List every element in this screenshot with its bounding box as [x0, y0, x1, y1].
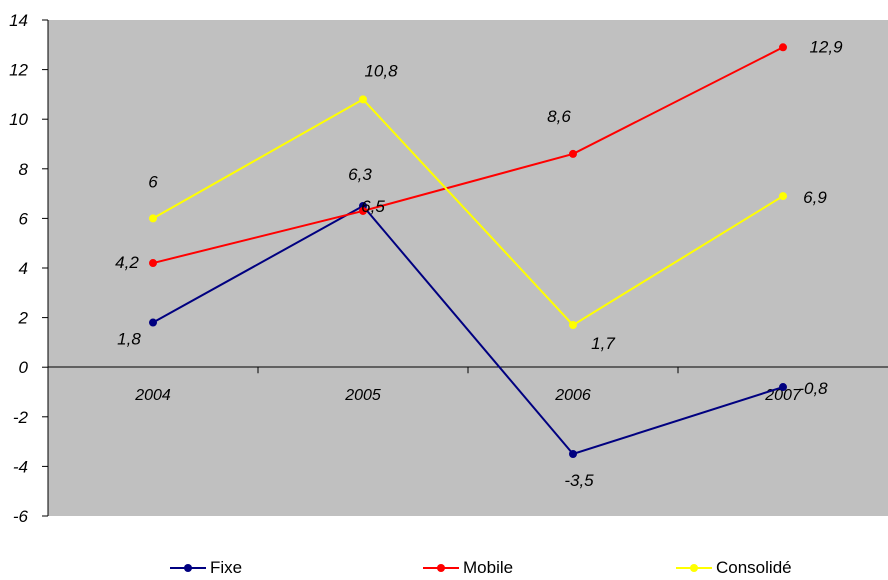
- y-tick-label: -2: [13, 408, 29, 427]
- data-label-consolide: 6,9: [803, 188, 827, 207]
- x-tick-label: 2005: [344, 387, 381, 404]
- legend-item-consolide: Consolidé: [676, 558, 792, 578]
- series-line-mobile: [152, 46, 784, 265]
- data-label-consolide: 1,7: [591, 334, 615, 353]
- data-point-fixe: [569, 450, 577, 458]
- data-label-mobile: 6,3: [348, 165, 372, 184]
- data-label-fixe: 1,8: [117, 330, 141, 349]
- legend-label-mobile: Mobile: [463, 558, 514, 577]
- y-tick-label: 12: [9, 61, 28, 80]
- x-tick-label: 2006: [554, 387, 591, 404]
- y-tick-label: 4: [19, 259, 28, 278]
- y-tick-label: -4: [13, 457, 28, 476]
- y-tick-label: 6: [19, 209, 29, 228]
- legend-swatch-mobile-icon: [423, 561, 459, 575]
- series-lines: [152, 46, 784, 456]
- data-label-fixe: -0,8: [798, 379, 828, 398]
- y-tick-label: -6: [13, 507, 29, 526]
- data-point-mobile: [779, 43, 787, 52]
- y-ticks: 14 12 10 8 6 4 2 0 -2 -4 -6: [9, 11, 48, 526]
- y-tick-label: 8: [19, 160, 29, 179]
- data-labels: 1,8 6,5 -3,5 -0,8 4,2 6,3 8,6 12,9 6 10,8 1,7 6,9: [115, 37, 843, 490]
- plot-area: [48, 20, 888, 516]
- legend-marker: [690, 564, 698, 572]
- x-tick-label: 2004: [134, 387, 171, 404]
- data-point-fixe: [779, 383, 787, 392]
- data-label-mobile: 8,6: [547, 107, 571, 126]
- series-points: [149, 43, 787, 458]
- data-label-consolide: 6: [148, 172, 158, 191]
- y-tick-label: 0: [19, 358, 29, 377]
- legend-label-consolide: Consolidé: [716, 558, 792, 577]
- data-point-consolide: [569, 321, 577, 330]
- data-point-fixe: [149, 318, 157, 327]
- y-tick-label: 2: [18, 309, 29, 328]
- legend-label-fixe: Fixe: [210, 558, 243, 577]
- series-line-consolide: [152, 98, 784, 327]
- series-line-fixe: [152, 204, 784, 456]
- data-point-mobile: [149, 259, 157, 268]
- data-point-consolide: [779, 192, 787, 201]
- data-label-fixe: -3,5: [564, 471, 594, 490]
- y-tick-label: 10: [9, 110, 28, 129]
- data-label-mobile: 12,9: [809, 37, 843, 56]
- legend-item-mobile: Mobile: [423, 558, 513, 578]
- legend-swatch-fixe-icon: [170, 561, 206, 575]
- legend-marker: [184, 564, 192, 572]
- legend-item-fixe: Fixe: [170, 558, 242, 578]
- data-label-mobile: 4,2: [115, 253, 139, 272]
- line-chart: 14 12 10 8 6 4 2 0 -2 -4 -6 2004 2005 2006 2007 1,8 6,…: [9, 11, 888, 526]
- legend: Fixe Mobile Consolidé: [0, 558, 888, 580]
- y-tick-label: 14: [9, 11, 28, 30]
- x-tick-label: 2007: [764, 387, 802, 404]
- legend-swatch-consolide-icon: [676, 561, 712, 575]
- data-point-mobile: [359, 206, 367, 215]
- data-point-consolide: [149, 214, 157, 223]
- data-point-consolide: [359, 95, 367, 104]
- legend-marker: [437, 564, 445, 572]
- data-point-mobile: [569, 149, 577, 158]
- data-label-fixe: 6,5: [361, 197, 385, 216]
- data-label-consolide: 10,8: [364, 61, 398, 80]
- x-ticks: 2004 2005 2006 2007: [134, 367, 802, 404]
